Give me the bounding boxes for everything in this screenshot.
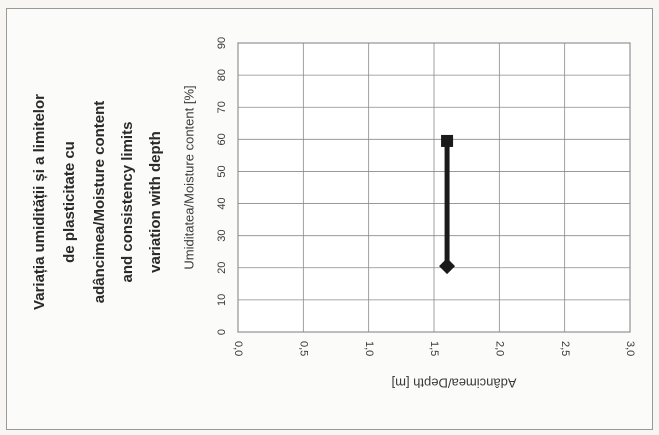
chart-title-line: adâncimea/Moisture content bbox=[91, 101, 108, 304]
chart-title-line: Variația umidității și a limitelor bbox=[31, 94, 48, 310]
y-tick-label: 20 bbox=[216, 262, 228, 274]
y-tick-label: 80 bbox=[216, 69, 228, 81]
data-point-square bbox=[441, 134, 454, 147]
x-tick-label: 1,0 bbox=[363, 341, 375, 356]
x-tick-label: 2,5 bbox=[559, 341, 571, 356]
y-tick-label: 90 bbox=[216, 37, 228, 49]
y-tick-label: 40 bbox=[216, 197, 228, 209]
y-tick-label: 30 bbox=[216, 230, 228, 242]
chart-title-line: variation with depth bbox=[147, 131, 164, 273]
y-tick-label: 50 bbox=[216, 165, 228, 177]
x-tick-label: 1,5 bbox=[428, 341, 440, 356]
chart-title-line: and consistency limits bbox=[119, 122, 136, 283]
y-axis-label: Umiditatea/Moisture content [%] bbox=[181, 85, 196, 269]
x-tick-label: 0,0 bbox=[232, 341, 244, 356]
data-point-diamond bbox=[439, 258, 456, 275]
chart-title-line: de plasticitate cu bbox=[61, 141, 78, 263]
y-tick-label: 70 bbox=[216, 101, 228, 113]
x-axis-label: Adâncimea/Depth [m] bbox=[391, 376, 516, 391]
x-tick-label: 3,0 bbox=[624, 341, 636, 356]
y-tick-label: 60 bbox=[216, 133, 228, 145]
x-tick-label: 2,0 bbox=[493, 341, 505, 356]
y-tick-label: 0 bbox=[216, 329, 228, 335]
x-tick-label: 0,5 bbox=[297, 341, 309, 356]
y-tick-label: 10 bbox=[216, 294, 228, 306]
